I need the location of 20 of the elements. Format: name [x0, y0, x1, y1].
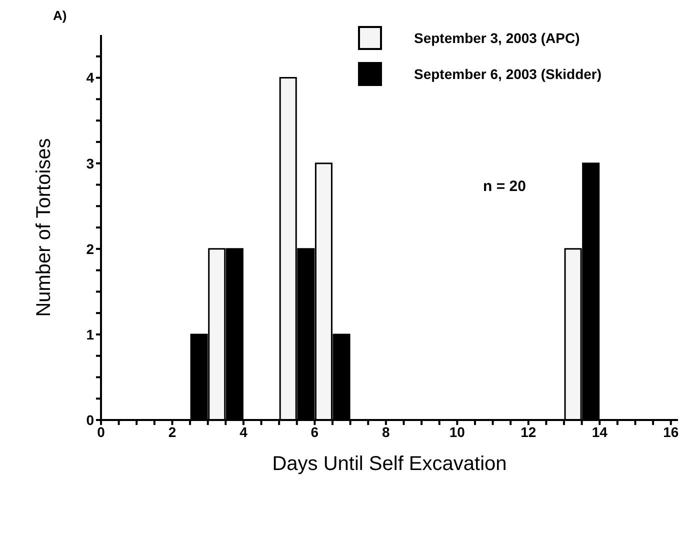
x-tick-label: 2 — [168, 424, 176, 440]
text: A) — [53, 8, 67, 23]
annotation: n = 20 — [483, 178, 526, 195]
x-tick-label: 10 — [449, 424, 466, 440]
x-tick-label: 6 — [310, 424, 319, 440]
legend-label: September 3, 2003 (APC) — [414, 30, 580, 46]
y-tick-label: 2 — [86, 240, 94, 257]
y-tick-label: 0 — [86, 412, 94, 428]
legend-label: September 6, 2003 (Skidder) — [414, 66, 602, 82]
y-tick-label: 4 — [86, 70, 94, 86]
x-tick-label: 14 — [592, 424, 608, 440]
x-tick-label: 4 — [240, 424, 248, 440]
y-tick-label: 3 — [86, 155, 94, 172]
x-tick-label: 12 — [520, 424, 536, 440]
x-tick-label: 16 — [663, 424, 679, 440]
x-tick-label: 8 — [382, 424, 390, 440]
x-tick-label: 0 — [97, 424, 106, 440]
y-tick-label: 1 — [86, 326, 94, 342]
y-axis-title: Number of Tortoises — [33, 138, 56, 317]
x-axis-title: Days Until Self Excavation — [272, 453, 507, 475]
